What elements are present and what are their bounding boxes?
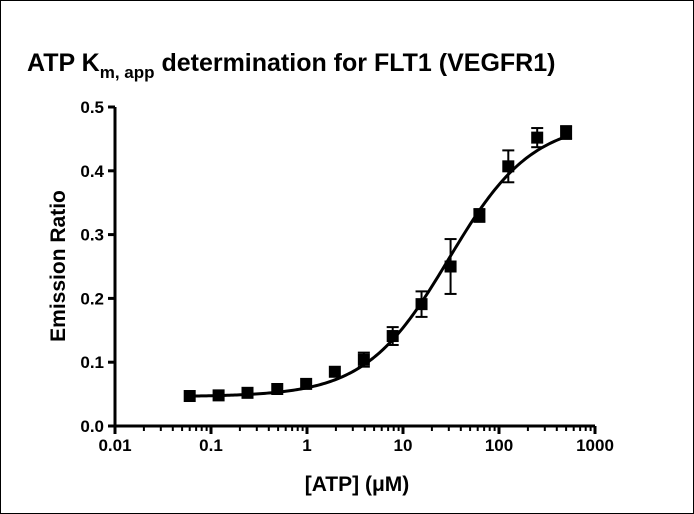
data-point xyxy=(473,209,486,222)
data-point xyxy=(183,390,196,403)
data-point xyxy=(357,353,370,366)
data-point xyxy=(300,377,313,390)
y-tick-label: 0.1 xyxy=(80,353,104,372)
plot-area: 0.0 0.1 0.2 0.3 0.4 0.5 0.01 0.1 1 10 100 1000 xyxy=(80,98,614,455)
x-axis-label: [ATP] (μM) xyxy=(305,473,410,496)
y-tick-label: 0.2 xyxy=(80,289,104,308)
y-tick-label: 0.4 xyxy=(80,162,104,181)
x-tick-label: 10 xyxy=(394,436,413,455)
fit-curve-line xyxy=(189,135,567,398)
data-point xyxy=(328,365,341,378)
chart-title: ATP Km, app determination for FLT1 (VEGF… xyxy=(27,49,555,82)
data-point xyxy=(212,389,225,402)
data-point xyxy=(502,160,515,173)
y-tick-label: 0.5 xyxy=(80,98,104,117)
y-tick-label: 0.0 xyxy=(80,417,104,436)
y-tick-label: 0.3 xyxy=(80,226,104,245)
x-tick-label: 0.01 xyxy=(98,436,131,455)
data-point xyxy=(444,260,457,273)
chart-title-subscript: m, app xyxy=(100,63,155,82)
data-point xyxy=(386,330,399,343)
x-tick-label: 0.1 xyxy=(199,436,223,455)
data-point xyxy=(415,298,428,311)
y-axis-label: Emission Ratio xyxy=(47,190,70,342)
chart-title-main: ATP K xyxy=(27,49,100,77)
chart-title-rest: determination for FLT1 (VEGFR1) xyxy=(155,49,556,77)
x-tick-label: 1 xyxy=(302,436,311,455)
x-tick-label: 1000 xyxy=(576,436,614,455)
data-point xyxy=(560,126,573,139)
data-point xyxy=(271,382,284,395)
x-tick-label: 100 xyxy=(485,436,513,455)
data-point xyxy=(531,131,544,144)
data-point xyxy=(241,386,254,399)
